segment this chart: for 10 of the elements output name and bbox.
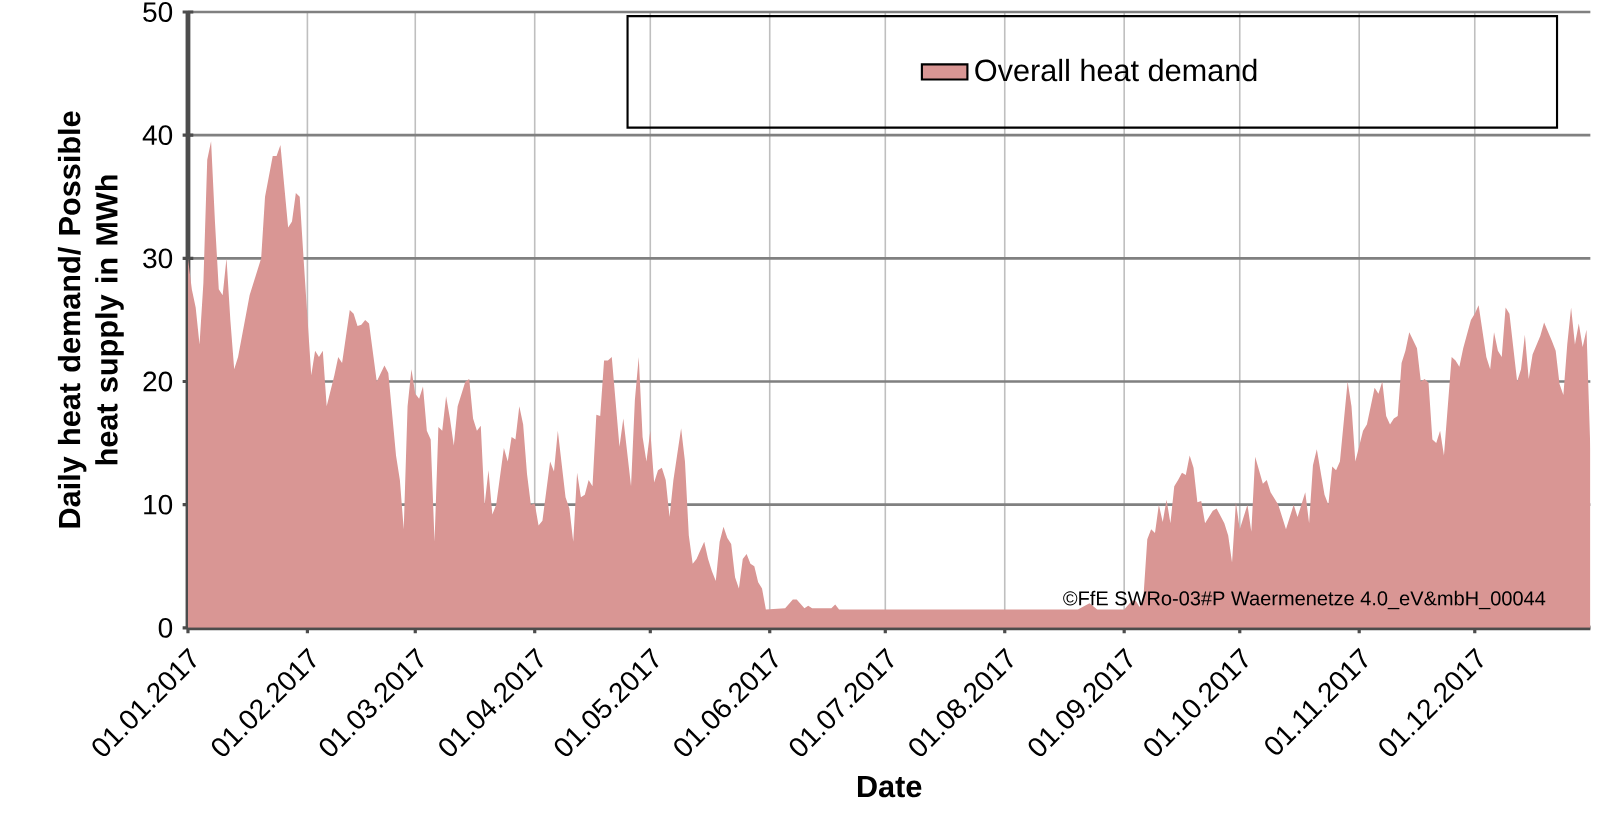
y-tick-label: 30	[143, 248, 173, 269]
y-axis-title: Daily heat demand/ Possible heat supply in MWh	[57, 111, 124, 528]
y-tick-label: 20	[143, 371, 173, 392]
y-tick-label: 50	[143, 1, 173, 22]
y-tick-label: 10	[144, 494, 173, 515]
legend-label: Overall heat demand	[975, 58, 1257, 82]
y-tick-label: 0	[158, 617, 173, 638]
y-tick-label: 40	[142, 125, 173, 145]
x-axis-title: Date	[857, 775, 922, 798]
annotation: ©FfE SWRo-03#P Waermenetze 4.0_eV&mbH_00044	[1063, 590, 1546, 609]
